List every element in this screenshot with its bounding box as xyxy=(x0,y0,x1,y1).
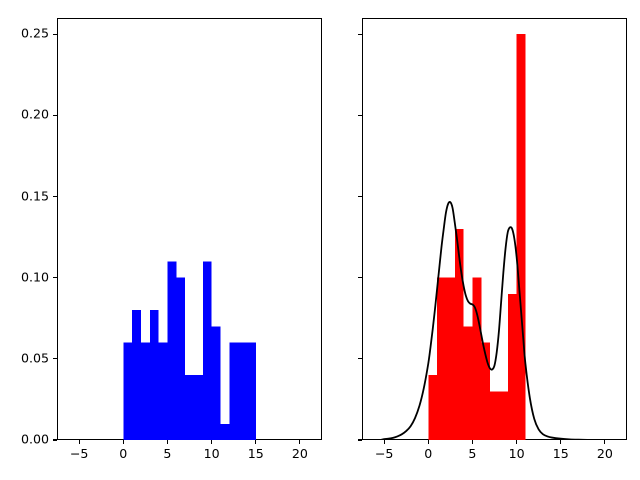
histogram-bar xyxy=(463,326,473,440)
histogram-bar xyxy=(454,229,464,440)
xtick-mark xyxy=(78,440,80,444)
ytick-mark xyxy=(53,114,57,116)
ytick-mark xyxy=(53,195,57,198)
xtick-label: −5 xyxy=(69,446,89,461)
xtick-label: 0 xyxy=(424,446,433,461)
histogram-bar xyxy=(220,423,230,440)
ytick-mark xyxy=(53,277,57,279)
xtick-label: 20 xyxy=(596,446,613,461)
xtick-label: 15 xyxy=(247,446,264,461)
histogram-bar xyxy=(246,342,256,440)
xtick-label: 10 xyxy=(203,446,220,461)
histogram-bar xyxy=(428,375,438,440)
ytick-mark xyxy=(358,277,362,279)
xtick-label: 20 xyxy=(291,446,308,461)
histogram-bar xyxy=(472,277,482,440)
ytick-mark xyxy=(53,439,57,441)
ytick-label: 0.20 xyxy=(20,107,49,123)
ytick-label: 0.15 xyxy=(20,188,49,204)
kde-density-curve xyxy=(362,201,627,440)
xtick-label: 15 xyxy=(552,446,569,461)
histogram-bar xyxy=(498,391,508,440)
xtick-mark xyxy=(471,440,473,444)
ytick-mark xyxy=(358,33,362,35)
histogram-bar xyxy=(140,342,150,440)
histogram-bar xyxy=(149,310,159,440)
histogram-bar xyxy=(158,342,168,440)
histogram-bar xyxy=(481,342,491,440)
xtick-label: −5 xyxy=(374,446,394,461)
ytick-mark xyxy=(358,358,362,360)
xtick-label: 5 xyxy=(163,446,172,461)
ytick-label: 0.25 xyxy=(20,25,49,41)
xtick-mark xyxy=(560,440,562,444)
histogram-bar xyxy=(176,277,186,440)
ytick-mark xyxy=(53,33,57,35)
ytick-label: 0.05 xyxy=(20,350,49,366)
histogram-bar xyxy=(123,342,133,440)
xtick-mark xyxy=(211,440,213,444)
histogram-bar xyxy=(229,342,239,440)
ytick-label: 0.10 xyxy=(20,269,49,285)
left-subplot-axes xyxy=(57,18,322,440)
xtick-label: 5 xyxy=(468,446,477,461)
xtick-mark xyxy=(122,440,124,444)
xtick-label: 10 xyxy=(508,446,525,461)
histogram-bar xyxy=(437,277,446,440)
histogram-bar xyxy=(445,277,455,440)
xtick-mark xyxy=(383,440,385,444)
xtick-mark xyxy=(166,440,168,444)
ytick-mark xyxy=(358,439,362,441)
histogram-bar xyxy=(238,342,247,440)
histogram-bar xyxy=(507,293,517,440)
histogram-bar xyxy=(211,326,221,440)
xtick-mark xyxy=(299,440,301,444)
ytick-mark xyxy=(358,195,362,198)
xtick-mark xyxy=(604,440,606,444)
xtick-label: 0 xyxy=(119,446,128,461)
histogram-bar xyxy=(193,375,203,440)
histogram-bar xyxy=(167,261,177,440)
ytick-mark xyxy=(358,114,362,116)
histogram-bar xyxy=(202,261,212,440)
xtick-mark xyxy=(516,440,518,444)
right-subplot-axes xyxy=(362,18,627,440)
xtick-mark xyxy=(427,440,429,444)
histogram-bar xyxy=(185,375,194,440)
xtick-mark xyxy=(255,440,257,444)
ytick-label: 0.00 xyxy=(20,431,49,447)
histogram-bar xyxy=(516,34,526,440)
ytick-mark xyxy=(53,358,57,360)
histogram-bar xyxy=(132,310,141,440)
histogram-bar xyxy=(490,391,499,440)
